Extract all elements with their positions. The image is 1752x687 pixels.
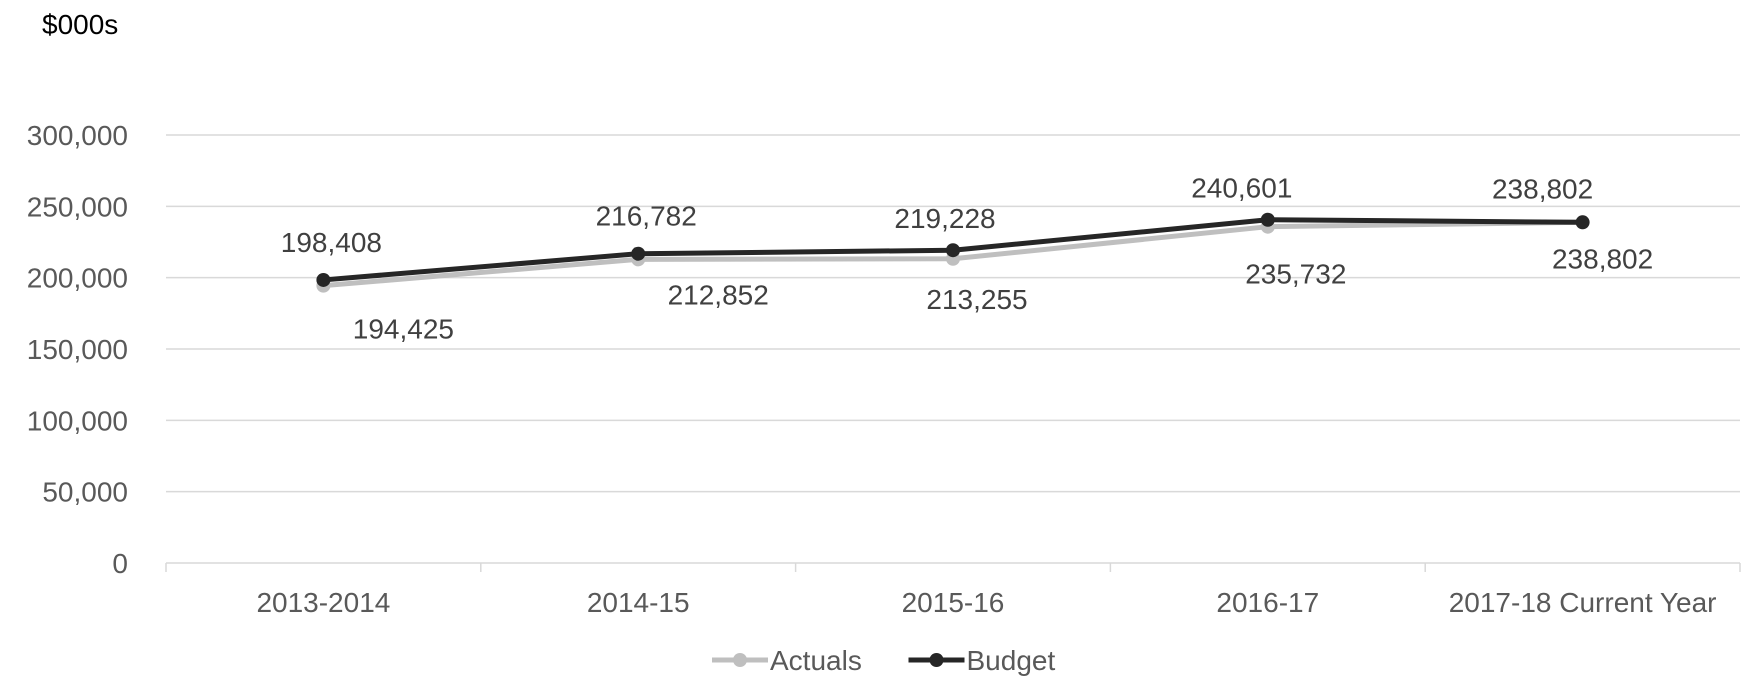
y-tick-label-100-000: 100,000 — [27, 405, 128, 436]
data-label-budget-2017-18-current-year: 238,802 — [1492, 173, 1593, 204]
y-tick-label-150-000: 150,000 — [27, 334, 128, 365]
unit-label: $000s — [42, 9, 118, 40]
data-label-actuals-2017-18-current-year: 238,802 — [1552, 243, 1653, 274]
axes: 0 50,000 100,000 150,000 200,000 250,000 300,0… — [27, 120, 1741, 618]
data-label-actuals-2014-15: 212,852 — [668, 279, 769, 310]
series — [316, 212, 1590, 293]
data-point-budget-2016-17 — [1260, 212, 1275, 227]
legend-swatch-marker-budget — [929, 653, 944, 667]
y-tick-label-0: 0 — [112, 548, 128, 579]
data-labels: 194,425 212,852 213,255 235,732 238,802 198,4… — [281, 173, 1653, 345]
data-label-actuals-2015-16: 213,255 — [926, 284, 1027, 315]
data-point-budget-2014-15 — [631, 246, 646, 261]
x-tick-label-2013-2014: 2013-2014 — [256, 587, 390, 618]
legend-label-budget: Budget — [967, 645, 1056, 676]
y-tick-label-300-000: 300,000 — [27, 120, 128, 151]
legend-item-actuals: Actuals — [712, 645, 862, 676]
legend-swatch-marker-actuals — [733, 653, 747, 667]
data-point-budget-2013-2014 — [316, 272, 331, 287]
data-label-budget-2013-2014: 198,408 — [281, 227, 382, 258]
y-tick-label-250-000: 250,000 — [27, 191, 128, 222]
x-tick-label-2014-15: 2014-15 — [587, 587, 690, 618]
legend-item-budget: Budget — [908, 645, 1056, 676]
y-tick-label-50-000: 50,000 — [42, 477, 128, 508]
data-label-budget-2015-16: 219,228 — [894, 203, 995, 234]
y-tick-label-200-000: 200,000 — [27, 263, 128, 294]
data-label-budget-2016-17: 240,601 — [1191, 173, 1292, 204]
x-tick-label-2017-18-current-year: 2017-18 Current Year — [1449, 587, 1717, 618]
data-point-budget-2015-16 — [946, 243, 960, 258]
data-label-actuals-2013-2014: 194,425 — [353, 314, 454, 345]
legend: Actuals Budget — [712, 645, 1055, 676]
legend-label-actuals: Actuals — [770, 645, 862, 676]
data-label-actuals-2016-17: 235,732 — [1245, 259, 1346, 290]
data-point-budget-2017-18-current-year — [1575, 215, 1590, 230]
x-tick-label-2015-16: 2015-16 — [902, 587, 1005, 618]
x-tick-label-2016-17: 2016-17 — [1216, 587, 1319, 618]
data-label-budget-2014-15: 216,782 — [596, 201, 697, 232]
